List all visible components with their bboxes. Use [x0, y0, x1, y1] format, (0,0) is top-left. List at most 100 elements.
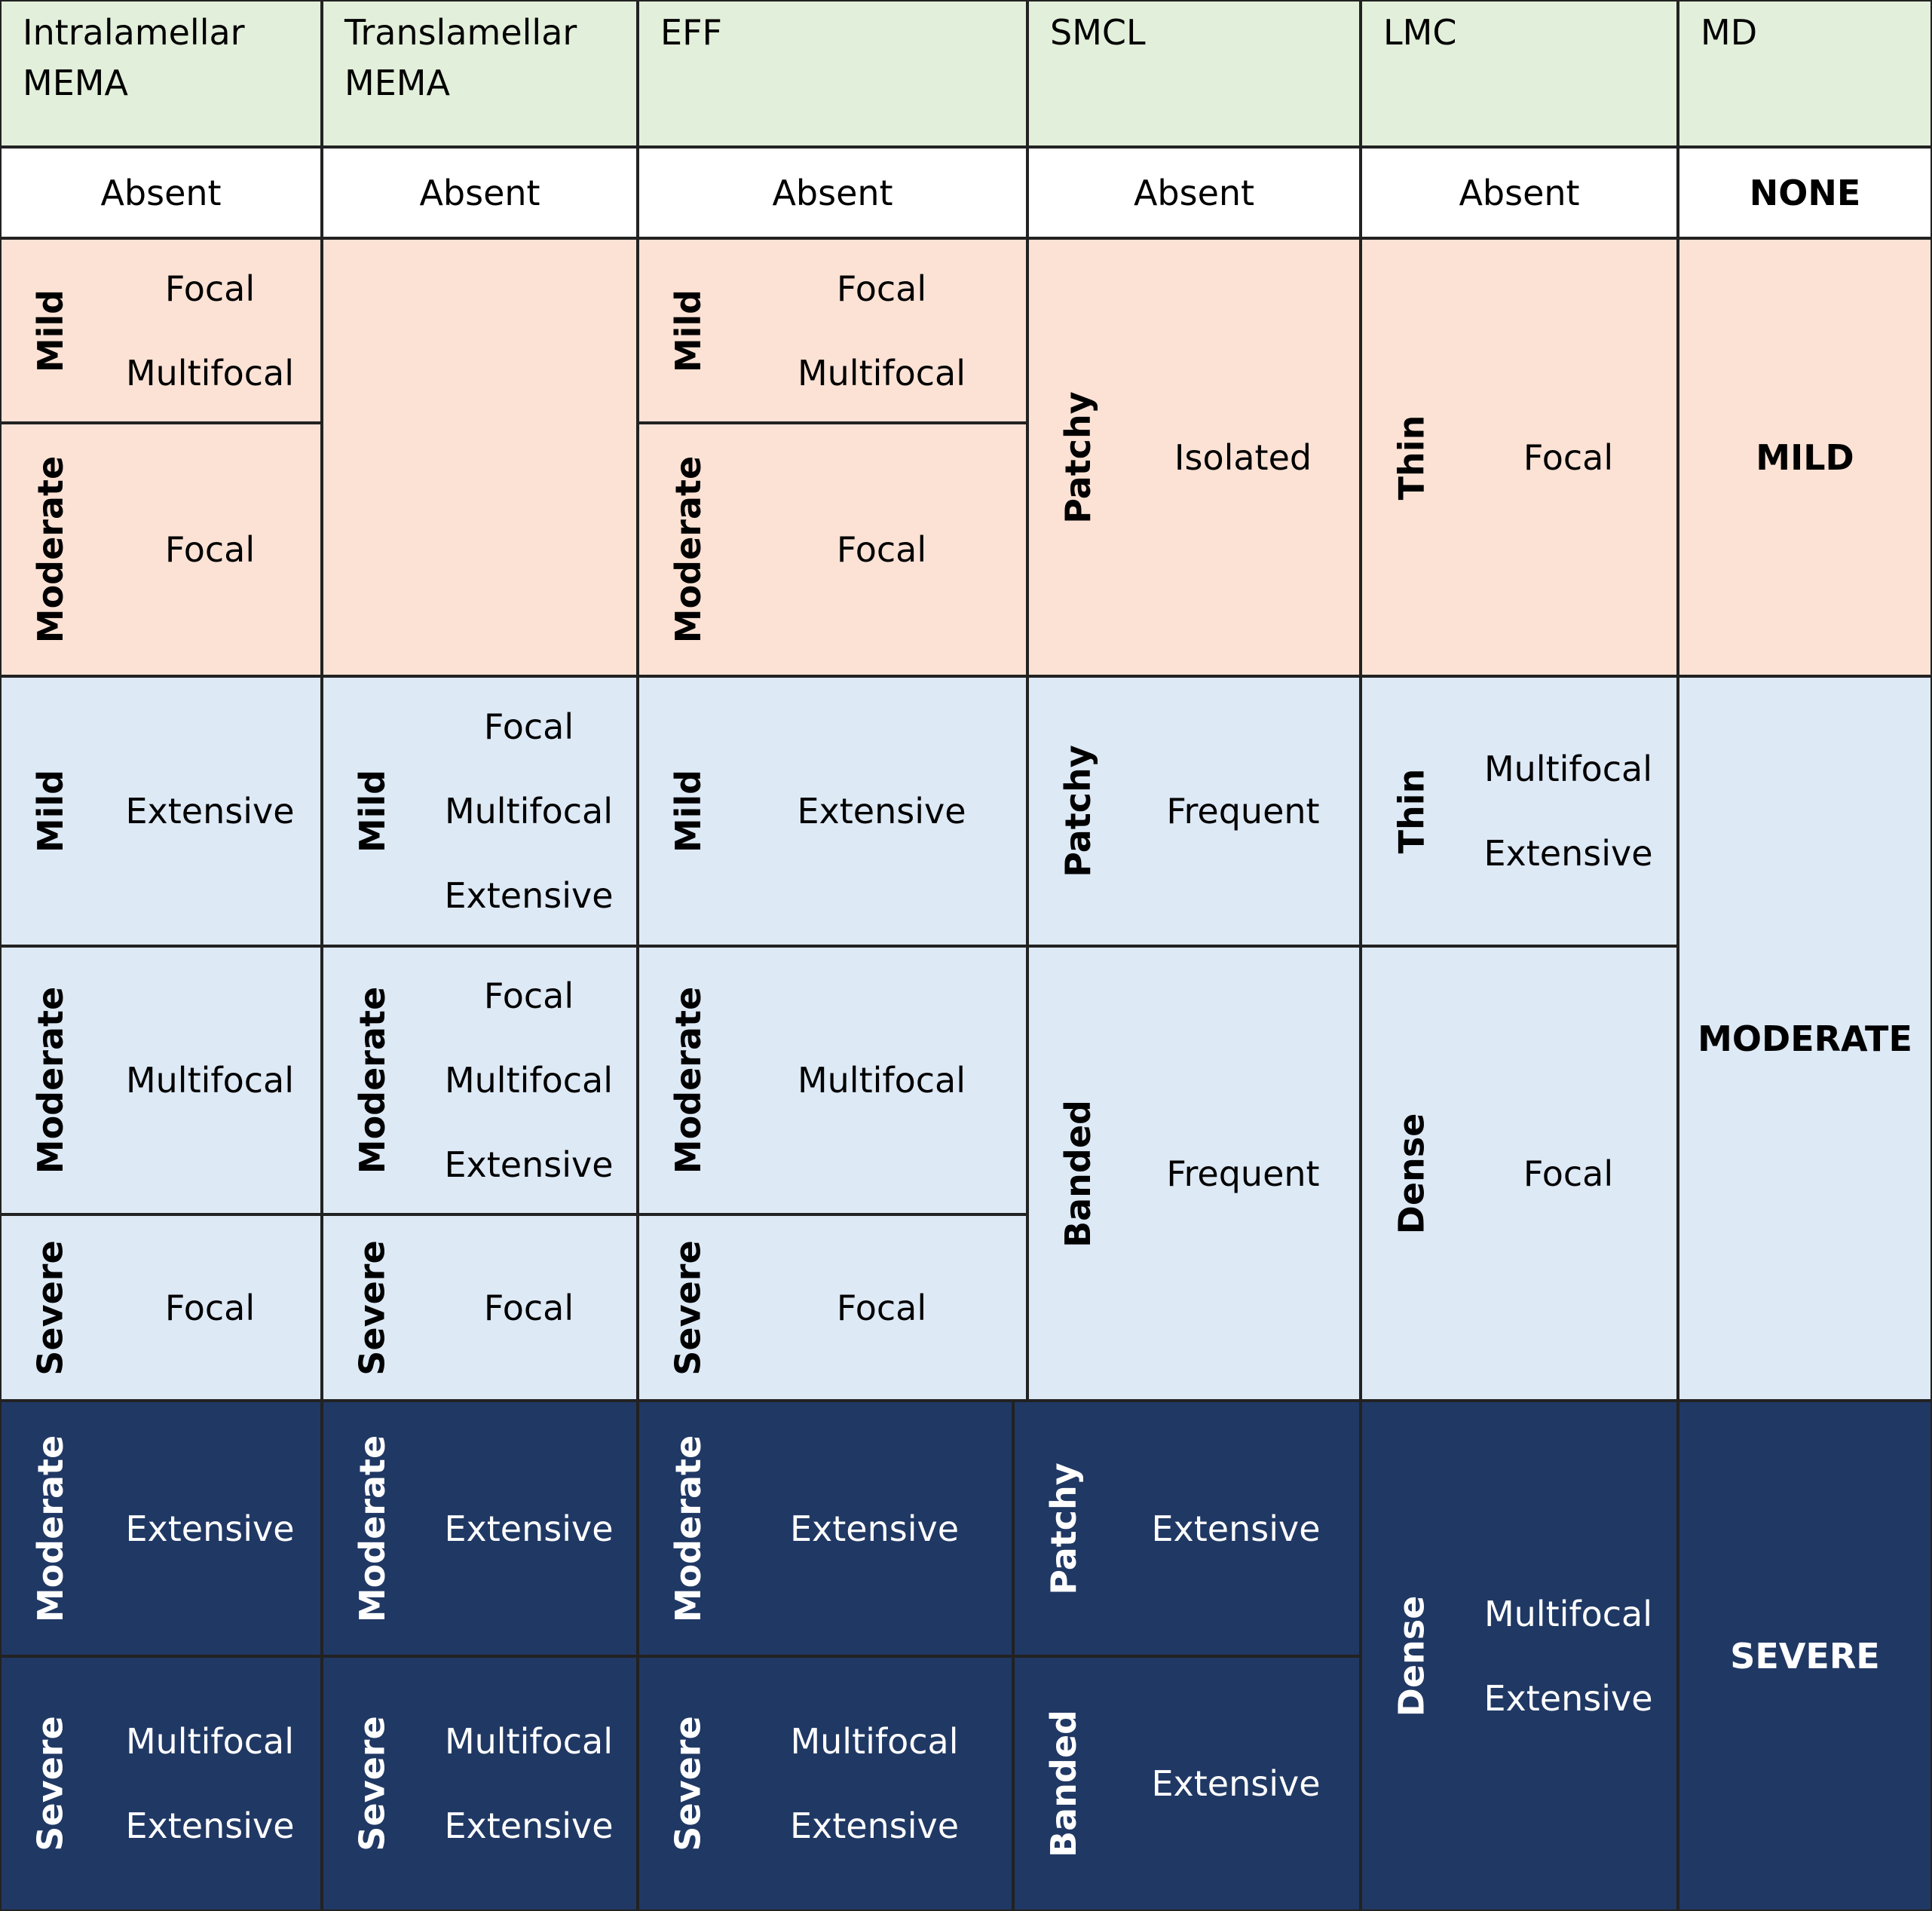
grade-label: Banded	[1015, 1658, 1113, 1909]
grade-cell: Severe Multifocal Extensive	[0, 1656, 322, 1911]
grade-label: Severe	[639, 1216, 737, 1399]
header-cell: Intralamellar MEMA	[0, 0, 322, 147]
finding: Focal	[164, 529, 256, 570]
grade-text: Severe	[668, 1239, 709, 1376]
grade-text: Mild	[352, 769, 393, 853]
grade-text: Severe	[352, 1239, 393, 1376]
grade-label: Mild	[323, 678, 421, 945]
finding-list: Multifocal Extensive	[421, 1658, 636, 1909]
grade-label: Thin	[1362, 240, 1460, 675]
grade-text: Thin	[1391, 768, 1431, 854]
grade-text: Severe	[30, 1716, 71, 1851]
grade-cell: Moderate Extensive	[638, 1401, 1013, 1656]
finding-list: Multifocal Extensive	[1460, 1402, 1676, 1909]
grade-text: Severe	[352, 1716, 393, 1851]
grade-text: Mild	[30, 769, 71, 853]
grade-label: Banded	[1029, 948, 1127, 1399]
grade-text: Moderate	[352, 986, 393, 1174]
finding-list: Focal	[1460, 948, 1676, 1399]
grade-cell: Mild Focal Multifocal	[0, 238, 322, 423]
finding: Focal	[1523, 1153, 1614, 1194]
finding: Focal	[483, 1287, 574, 1328]
finding-list: Focal	[100, 424, 320, 675]
absent-cell: Absent	[1027, 147, 1361, 238]
finding: Multifocal	[444, 791, 614, 831]
grade-label: Mild	[2, 240, 100, 421]
grade-text: Severe	[668, 1716, 709, 1851]
finding-list: Focal	[737, 1216, 1026, 1399]
finding-list: Focal Multifocal Extensive	[421, 678, 636, 945]
finding-list: Multifocal Extensive	[100, 1658, 320, 1909]
finding: Extensive	[789, 1805, 960, 1846]
finding: Extensive	[444, 1805, 614, 1846]
finding-list: Focal	[421, 1216, 636, 1399]
finding: Extensive	[125, 1508, 295, 1549]
grade-text: Mild	[668, 289, 709, 372]
grade-label: Moderate	[639, 948, 737, 1213]
finding: Multifocal	[797, 352, 966, 394]
grade-cell: Mild Extensive	[638, 676, 1027, 946]
grade-label: Moderate	[639, 424, 737, 675]
finding-list: Extensive	[421, 1402, 636, 1655]
grade-cell: Moderate Focal Multifocal Extensive	[322, 946, 638, 1214]
grade-cell: Moderate Extensive	[322, 1401, 638, 1656]
grade-label: Severe	[2, 1658, 100, 1909]
absent-cell: NONE	[1678, 147, 1932, 238]
grade-text: Banded	[1043, 1710, 1084, 1857]
finding-list: Focal Multifocal	[100, 240, 320, 421]
grade-cell: Moderate Extensive	[0, 1401, 322, 1656]
header-cell: LMC	[1361, 0, 1678, 147]
finding-list: Extensive	[737, 678, 1026, 945]
grade-text: Severe	[30, 1239, 71, 1376]
grade-label: Patchy	[1029, 678, 1127, 945]
finding-list: Focal	[1460, 240, 1676, 675]
grade-label: Mild	[2, 678, 100, 945]
grade-label: Moderate	[2, 424, 100, 675]
grade-cell: Severe Focal	[0, 1214, 322, 1401]
grade-cell: Moderate Multifocal	[0, 946, 322, 1214]
finding-list: Extensive	[100, 1402, 320, 1655]
finding: Extensive	[1483, 833, 1653, 874]
grade-label: Patchy	[1029, 240, 1127, 675]
finding: Isolated	[1174, 436, 1312, 478]
finding: Multifocal	[125, 1721, 295, 1762]
grade-cell: Severe Multifocal Extensive	[638, 1656, 1013, 1911]
finding: Multifocal	[1483, 1593, 1653, 1634]
grade-label: Mild	[639, 240, 737, 421]
header-cell: EFF	[638, 0, 1027, 147]
absent-cell: Absent	[0, 147, 322, 238]
grade-cell: Patchy Frequent	[1027, 676, 1361, 946]
grade-cell: Mild Focal Multifocal	[638, 238, 1027, 423]
grade-label: Patchy	[1015, 1402, 1113, 1655]
grade-label: Severe	[323, 1658, 421, 1909]
grade-cell: Severe Focal	[638, 1214, 1027, 1401]
md-grade: MODERATE	[1678, 676, 1932, 1401]
finding: Extensive	[797, 791, 966, 831]
grade-label: Moderate	[323, 948, 421, 1213]
finding: Extensive	[1483, 1677, 1653, 1719]
grade-label: Severe	[639, 1658, 737, 1909]
finding: Multifocal	[1483, 749, 1653, 789]
grade-text: Moderate	[30, 986, 72, 1174]
grade-label: Dense	[1362, 1402, 1460, 1909]
grade-text: Patchy	[1043, 1462, 1085, 1595]
grade-cell: Moderate Multifocal	[638, 946, 1027, 1214]
finding-list: Multifocal	[100, 948, 320, 1213]
finding: Frequent	[1166, 1153, 1320, 1194]
finding-list: Multifocal Extensive	[1460, 678, 1676, 945]
grade-text: Moderate	[668, 455, 709, 644]
header-cell: SMCL	[1027, 0, 1361, 147]
absent-cell: Absent	[1361, 147, 1678, 238]
finding: Extensive	[125, 791, 295, 831]
finding: Extensive	[1151, 1763, 1321, 1804]
grade-cell: Banded Frequent	[1027, 946, 1361, 1401]
finding: Extensive	[125, 1805, 295, 1846]
finding-list: Multifocal Extensive	[737, 1658, 1012, 1909]
grade-label: Moderate	[2, 948, 100, 1213]
grade-text: Moderate	[352, 1435, 393, 1622]
grade-cell: Dense Focal	[1361, 946, 1678, 1401]
grade-text: Dense	[1391, 1595, 1431, 1717]
finding-list: Focal Multifocal	[737, 240, 1026, 421]
finding: Extensive	[444, 1144, 614, 1185]
